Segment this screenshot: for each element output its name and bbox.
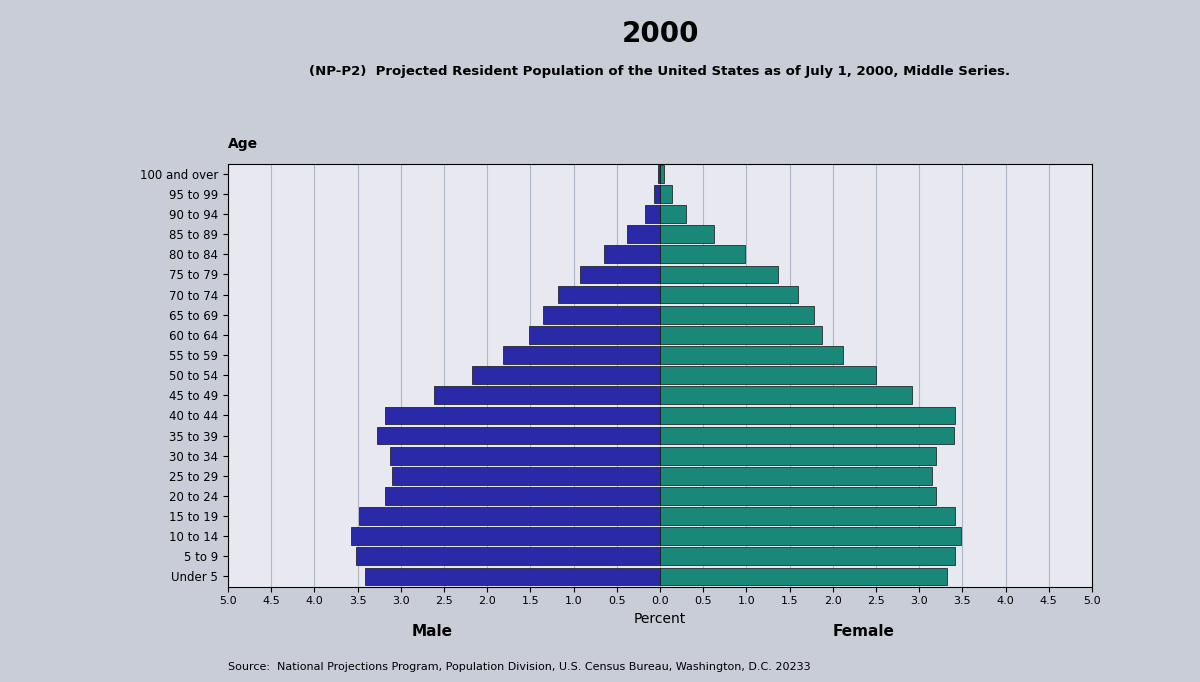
Bar bbox=[544, 306, 660, 323]
Text: Female: Female bbox=[833, 624, 895, 639]
Bar bbox=[433, 387, 660, 404]
Text: 2000: 2000 bbox=[622, 20, 698, 48]
Bar bbox=[660, 567, 947, 585]
Bar bbox=[660, 487, 936, 505]
Bar bbox=[660, 427, 954, 445]
Bar bbox=[660, 246, 745, 263]
Bar bbox=[660, 225, 714, 243]
Bar bbox=[660, 507, 955, 525]
Text: Male: Male bbox=[412, 624, 452, 639]
Bar bbox=[529, 326, 660, 344]
Bar bbox=[385, 406, 660, 424]
Bar bbox=[654, 185, 660, 203]
Bar bbox=[359, 507, 660, 525]
Bar bbox=[659, 165, 660, 183]
Bar bbox=[472, 366, 660, 384]
Bar bbox=[356, 548, 660, 565]
Bar bbox=[350, 527, 660, 545]
Bar bbox=[660, 346, 844, 364]
Bar bbox=[660, 185, 672, 203]
Bar bbox=[392, 467, 660, 485]
Bar bbox=[660, 467, 932, 485]
Bar bbox=[628, 225, 660, 243]
Bar bbox=[660, 366, 876, 384]
Text: Source:  National Projections Program, Population Division, U.S. Census Bureau, : Source: National Projections Program, Po… bbox=[228, 662, 811, 672]
Bar bbox=[660, 205, 686, 223]
Bar bbox=[660, 527, 961, 545]
X-axis label: Percent: Percent bbox=[634, 612, 686, 626]
Bar bbox=[580, 265, 660, 283]
Bar bbox=[385, 487, 660, 505]
Bar bbox=[660, 265, 778, 283]
Bar bbox=[660, 387, 912, 404]
Bar bbox=[660, 548, 955, 565]
Bar bbox=[660, 326, 822, 344]
Bar bbox=[660, 286, 798, 303]
Bar bbox=[604, 246, 660, 263]
Text: Age: Age bbox=[228, 136, 258, 151]
Bar bbox=[660, 165, 665, 183]
Bar bbox=[660, 406, 955, 424]
Bar bbox=[377, 427, 660, 445]
Bar bbox=[503, 346, 660, 364]
Bar bbox=[558, 286, 660, 303]
Bar bbox=[646, 205, 660, 223]
Bar bbox=[660, 306, 814, 323]
Bar bbox=[390, 447, 660, 464]
Bar bbox=[660, 447, 936, 464]
Bar bbox=[365, 567, 660, 585]
Text: (NP-P2)  Projected Resident Population of the United States as of July 1, 2000, : (NP-P2) Projected Resident Population of… bbox=[310, 65, 1010, 78]
